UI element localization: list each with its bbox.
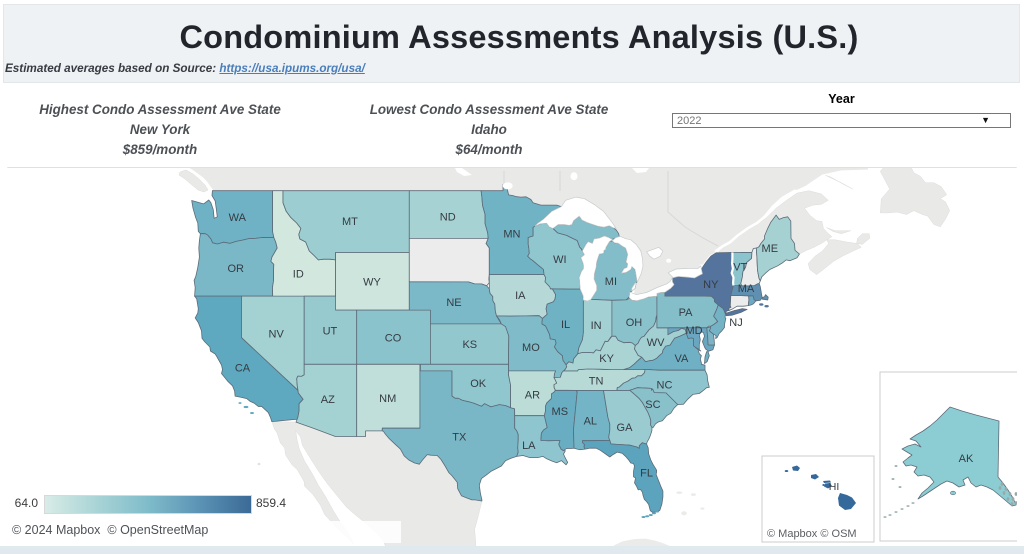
svg-text:SC: SC (645, 399, 660, 411)
svg-text:FL: FL (640, 468, 653, 480)
svg-text:MN: MN (503, 229, 520, 241)
svg-text:TN: TN (589, 376, 604, 388)
svg-text:WV: WV (647, 337, 665, 349)
svg-text:TX: TX (452, 432, 467, 444)
svg-text:MT: MT (342, 216, 358, 228)
svg-text:IA: IA (515, 290, 526, 302)
svg-text:KS: KS (462, 339, 477, 351)
svg-text:NC: NC (657, 379, 673, 391)
svg-text:MO: MO (522, 342, 540, 354)
svg-text:LA: LA (522, 440, 536, 452)
svg-text:MI: MI (605, 276, 617, 288)
svg-text:© Mapbox © OSM: © Mapbox © OSM (767, 528, 857, 540)
svg-text:CO: CO (385, 333, 402, 345)
svg-text:AR: AR (525, 390, 540, 402)
svg-text:AZ: AZ (321, 394, 335, 406)
svg-text:NE: NE (446, 297, 461, 309)
svg-text:MA: MA (738, 283, 755, 295)
svg-text:NJ: NJ (729, 317, 742, 329)
svg-text:WY: WY (363, 277, 381, 289)
svg-text:NM: NM (379, 393, 396, 405)
svg-text:WA: WA (229, 212, 247, 224)
svg-text:GA: GA (617, 422, 634, 434)
svg-text:HI: HI (829, 481, 840, 493)
svg-text:CA: CA (235, 363, 251, 375)
svg-text:PA: PA (679, 307, 694, 319)
svg-text:OK: OK (470, 378, 487, 390)
svg-text:KY: KY (599, 353, 614, 365)
svg-text:WI: WI (553, 254, 566, 266)
svg-text:VT: VT (733, 261, 747, 273)
svg-text:AK: AK (959, 453, 974, 465)
svg-text:ND: ND (440, 212, 456, 224)
svg-text:UT: UT (323, 326, 338, 338)
svg-text:IN: IN (591, 320, 602, 332)
svg-text:OR: OR (227, 263, 244, 275)
svg-text:AL: AL (584, 416, 597, 428)
svg-text:OH: OH (626, 317, 643, 329)
svg-text:VA: VA (674, 353, 689, 365)
svg-text:MS: MS (552, 406, 569, 418)
svg-text:MD: MD (685, 325, 702, 337)
svg-text:ID: ID (293, 269, 304, 281)
svg-text:NV: NV (269, 328, 285, 340)
svg-text:ME: ME (762, 243, 779, 255)
svg-text:NY: NY (703, 279, 719, 291)
svg-text:IL: IL (561, 319, 570, 331)
